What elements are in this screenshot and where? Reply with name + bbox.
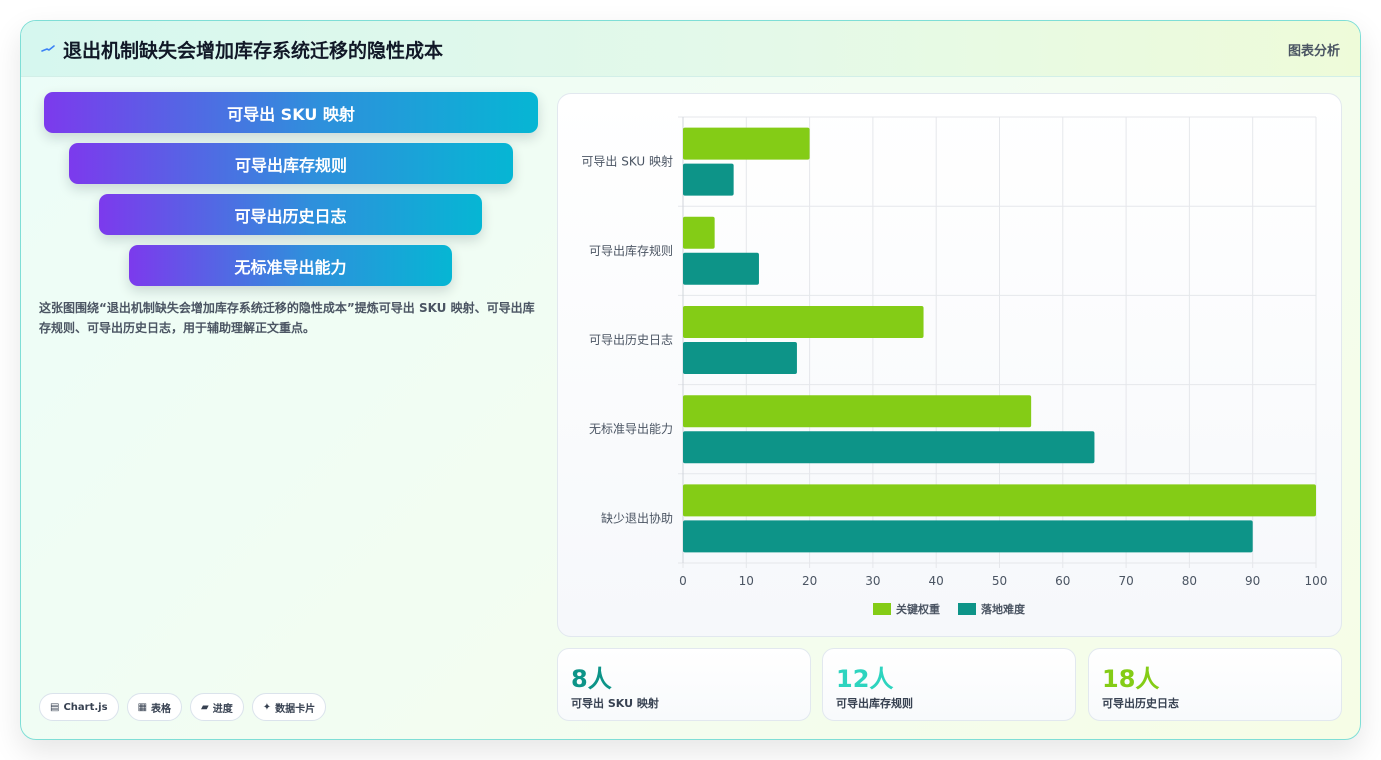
funnel-step-4: 无标准导出能力 bbox=[129, 245, 452, 286]
bar-weight bbox=[683, 306, 924, 338]
header: 退出机制缺失会增加库存系统迁移的隐性成本 图表分析 bbox=[21, 21, 1360, 77]
x-tick-label: 100 bbox=[1305, 574, 1328, 588]
x-tick-label: 20 bbox=[802, 574, 817, 588]
x-tick-label: 10 bbox=[739, 574, 754, 588]
page-title: 退出机制缺失会增加库存系统迁移的隐性成本 bbox=[63, 40, 444, 62]
funnel-step-1: 可导出 SKU 映射 bbox=[44, 92, 538, 133]
chip-label: Chart.js bbox=[63, 701, 108, 713]
bar-difficulty bbox=[683, 520, 1253, 553]
bar-weight bbox=[683, 395, 1032, 428]
stat-value: 12人 bbox=[836, 665, 894, 693]
chip-progress[interactable]: ▰ 进度 bbox=[190, 693, 244, 721]
x-tick-label: 30 bbox=[865, 574, 880, 588]
trend-spark-icon bbox=[41, 45, 55, 52]
x-tick-label: 40 bbox=[929, 574, 944, 588]
bar-difficulty bbox=[683, 342, 797, 374]
funnel-step-3: 可导出历史日志 bbox=[99, 194, 482, 235]
chip-chartjs[interactable]: ▤ Chart.js bbox=[39, 693, 119, 721]
bar-weight bbox=[683, 484, 1316, 517]
stat-value: 18人 bbox=[1102, 665, 1160, 693]
stat-value: 8人 bbox=[571, 665, 612, 693]
chart-icon: ▤ bbox=[50, 701, 60, 713]
table-icon: ▦ bbox=[137, 701, 148, 713]
bar-weight bbox=[683, 216, 715, 249]
y-tick-label: 可导出 SKU 映射 bbox=[581, 154, 673, 169]
feature-chips: ▤ Chart.js ▦ 表格 ▰ 进度 ✦ 数据卡片 bbox=[39, 693, 327, 721]
y-tick-label: 可导出库存规则 bbox=[589, 243, 673, 258]
stat-label: 可导出库存规则 bbox=[836, 697, 913, 710]
chip-label: 进度 bbox=[212, 703, 233, 715]
y-tick-label: 无标准导出能力 bbox=[589, 422, 673, 436]
legend-swatch bbox=[958, 603, 976, 615]
chip-label: 表格 bbox=[151, 703, 172, 715]
chart-analysis-tag[interactable]: 图表分析 bbox=[1287, 44, 1340, 59]
chip-table[interactable]: ▦ 表格 bbox=[126, 693, 183, 721]
stat-label: 可导出历史日志 bbox=[1102, 697, 1179, 710]
chip-data-card[interactable]: ✦ 数据卡片 bbox=[251, 693, 327, 721]
sparkle-icon: ✦ bbox=[262, 701, 272, 713]
legend-label: 关键权重 bbox=[896, 602, 940, 616]
stat-card-1: 8人 可导出 SKU 映射 bbox=[557, 648, 811, 721]
y-tick-label: 缺少退出协助 bbox=[601, 510, 673, 525]
x-tick-label: 70 bbox=[1118, 574, 1133, 588]
legend-label: 落地难度 bbox=[981, 602, 1026, 616]
chart-panel: 可导出 SKU 映射可导出库存规则 可导出历史日志 无标准导出能力缺少退出协助 0 10… bbox=[557, 93, 1342, 637]
x-tick-label: 60 bbox=[1055, 574, 1070, 588]
bar-difficulty bbox=[683, 252, 759, 285]
stat-label: 可导出 SKU 映射 bbox=[571, 697, 659, 710]
x-tick-label: 50 bbox=[992, 574, 1007, 588]
chip-label: 数据卡片 bbox=[275, 703, 316, 715]
bar-difficulty bbox=[683, 163, 734, 196]
x-tick-label: 0 bbox=[679, 574, 687, 588]
bar-weight bbox=[683, 127, 810, 160]
stat-card-2: 12人 可导出库存规则 bbox=[822, 648, 1076, 721]
stat-card-3: 18人 可导出历史日志 bbox=[1088, 648, 1342, 721]
bar-difficulty bbox=[683, 431, 1095, 464]
funnel-step-2: 可导出库存规则 bbox=[69, 143, 513, 184]
x-tick-label: 80 bbox=[1182, 574, 1197, 588]
chart-description: 这张图围绕“退出机制缺失会增加库存系统迁移的隐性成本”提炼可导出 SKU 映射、… bbox=[39, 301, 535, 335]
legend-swatch bbox=[873, 603, 891, 615]
x-tick-label: 90 bbox=[1245, 574, 1260, 588]
main-card: 退出机制缺失会增加库存系统迁移的隐性成本 图表分析 可导出 SKU 映射 可导出… bbox=[20, 20, 1361, 740]
y-tick-label: 可导出历史日志 bbox=[589, 333, 673, 347]
progress-icon: ▰ bbox=[201, 701, 209, 713]
